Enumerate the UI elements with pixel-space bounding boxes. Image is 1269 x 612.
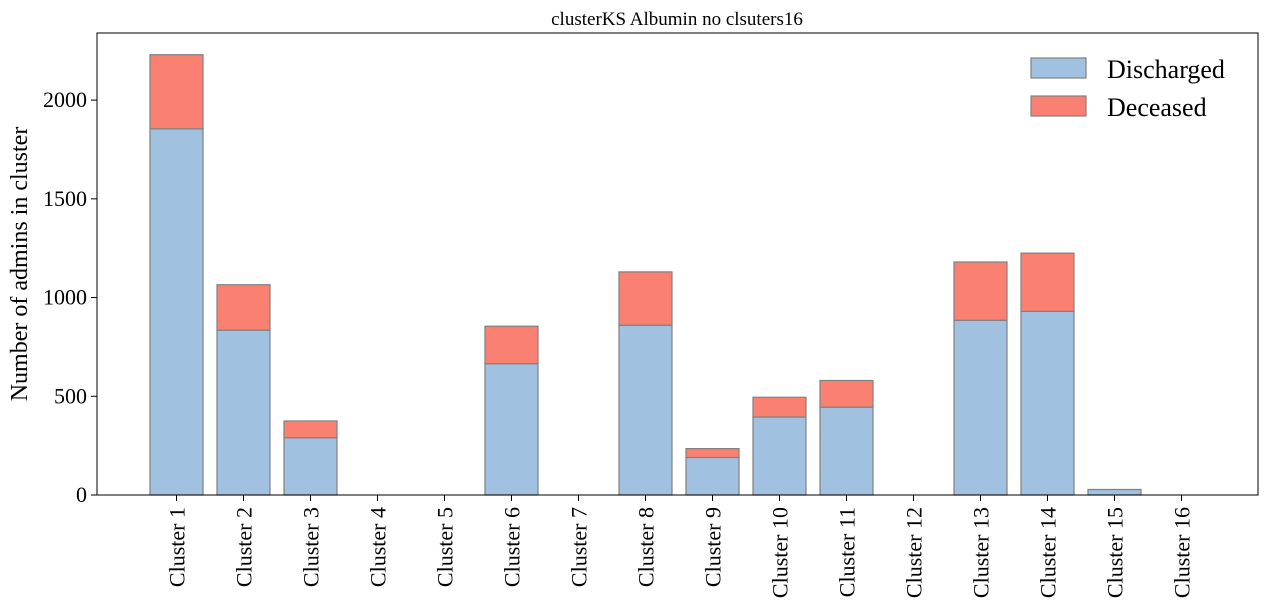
- bar-deceased-9: [685, 448, 740, 459]
- plot-area: 0 500 1000 1500 2000 Cluster 1 Cluster 2 Cluste…: [43, 54, 1195, 598]
- x-tick-label: Cluster 1: [165, 507, 190, 587]
- bar-deceased-11: [819, 379, 874, 408]
- legend-swatch-deceased: [1030, 95, 1087, 117]
- x-tick-label: Cluster 11: [835, 507, 860, 597]
- bar-deceased-14: [1020, 252, 1075, 312]
- x-tick-label: Cluster 8: [634, 507, 659, 587]
- bar-discharged-15: [1087, 488, 1142, 496]
- bar-discharged-14: [1020, 310, 1075, 496]
- bar-discharged-6: [484, 363, 539, 496]
- bar-deceased-10: [752, 396, 807, 418]
- y-tick-label: 1500: [43, 186, 87, 211]
- legend-label-discharged: Discharged: [1107, 55, 1225, 84]
- x-tick-label: Cluster 7: [567, 507, 592, 587]
- y-tick-label: 0: [76, 482, 87, 507]
- bar-discharged-11: [819, 406, 874, 496]
- bar-discharged-8: [618, 324, 673, 496]
- y-tick-label: 500: [54, 383, 87, 408]
- legend-label-deceased: Deceased: [1107, 93, 1207, 122]
- x-tick-label: Cluster 12: [902, 507, 927, 598]
- x-tick-label: Cluster 5: [433, 507, 458, 587]
- bar-deceased-2: [216, 284, 271, 331]
- bar-deceased-3: [283, 420, 338, 439]
- x-tick-label: Cluster 14: [1036, 507, 1061, 598]
- x-tick-label: Cluster 9: [701, 507, 726, 587]
- bar-discharged-10: [752, 416, 807, 496]
- legend-swatch-discharged: [1030, 57, 1087, 79]
- bar-deceased-8: [618, 271, 673, 326]
- x-tick-label: Cluster 6: [500, 507, 525, 587]
- legend: Discharged Deceased: [1030, 55, 1225, 122]
- y-axis-label: Number of admins in cluster: [7, 127, 33, 402]
- x-tick-label: Cluster 13: [969, 507, 994, 598]
- bar-discharged-9: [685, 456, 740, 496]
- plot-frame: [96, 32, 1259, 496]
- bar-discharged-1: [149, 128, 204, 496]
- x-tick-label: Cluster 10: [768, 507, 793, 598]
- x-tick-label: Cluster 2: [232, 507, 257, 587]
- x-tick-label: Cluster 4: [366, 507, 391, 587]
- bar-deceased-13: [953, 261, 1008, 321]
- bar-deceased-1: [149, 54, 204, 130]
- bar-discharged-3: [283, 437, 338, 496]
- y-tick-label: 2000: [43, 87, 87, 112]
- x-tick-label: Cluster 16: [1170, 507, 1195, 598]
- bar-discharged-13: [953, 319, 1008, 496]
- y-tick-label: 1000: [43, 285, 87, 310]
- x-tick-label: Cluster 3: [299, 507, 324, 587]
- bar-discharged-2: [216, 329, 271, 496]
- bar-deceased-6: [484, 325, 539, 365]
- chart-title: clusterKS Albumin no clsuters16: [551, 9, 803, 30]
- x-tick-label: Cluster 15: [1103, 507, 1128, 598]
